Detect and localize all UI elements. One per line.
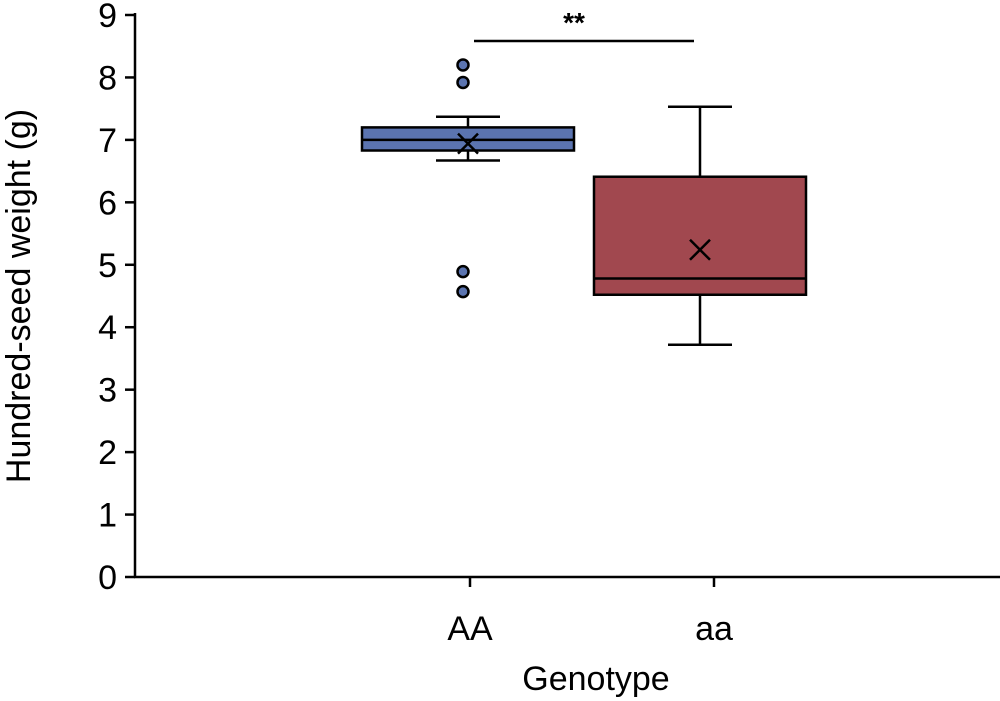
x-tick-label: aa bbox=[695, 610, 733, 648]
y-tick-label: 4 bbox=[98, 309, 117, 347]
y-axis-label: Hundred-seed weight (g) bbox=[0, 109, 38, 483]
y-tick-label: 2 bbox=[98, 434, 117, 472]
x-axis-label: Genotype bbox=[522, 660, 669, 698]
outlier-point bbox=[456, 284, 470, 299]
y-tick-label: 7 bbox=[98, 122, 117, 160]
y-tick-label: 8 bbox=[98, 59, 117, 97]
iqr-box bbox=[592, 175, 808, 297]
y-tick-label: 9 bbox=[98, 0, 117, 35]
mean-marker bbox=[457, 132, 479, 155]
y-tick-label: 1 bbox=[98, 497, 117, 535]
outlier-point bbox=[456, 264, 470, 279]
y-tick-label: 6 bbox=[98, 184, 117, 222]
x-tick-label: AA bbox=[447, 610, 493, 648]
box-aa bbox=[592, 105, 808, 346]
significance-label: ** bbox=[563, 7, 585, 38]
outlier-point bbox=[456, 75, 470, 90]
y-tick-label: 5 bbox=[98, 247, 117, 285]
y-tick-label: 0 bbox=[98, 559, 117, 597]
box-AA bbox=[360, 58, 576, 299]
mean-marker bbox=[689, 238, 711, 261]
y-tick-label: 3 bbox=[98, 372, 117, 410]
outlier-point bbox=[456, 58, 470, 72]
